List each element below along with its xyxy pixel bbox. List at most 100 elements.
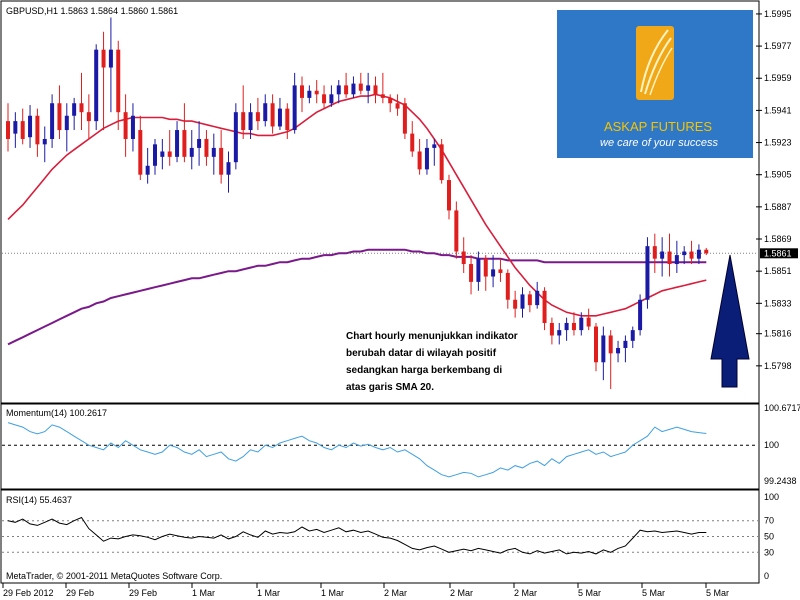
candle-body <box>182 130 187 157</box>
rsi-tick-label: 100 <box>764 492 779 502</box>
candle-body <box>50 103 55 139</box>
candle-body <box>461 251 466 265</box>
candle-body <box>395 103 400 109</box>
candle-body <box>292 85 297 131</box>
x-tick-label: 1 Mar <box>321 588 344 598</box>
momentum-tick-label: 100.6717 <box>764 403 800 413</box>
candle-body <box>380 94 385 98</box>
candle-body <box>696 249 701 259</box>
candle <box>57 85 62 139</box>
price-tick-label: 1.5869 <box>764 234 792 244</box>
candle <box>292 72 297 134</box>
candle <box>94 44 99 131</box>
candle <box>108 17 113 113</box>
sma200-line <box>7 248 707 346</box>
rsi-tick-label: 70 <box>764 516 774 526</box>
candle-body <box>175 130 180 157</box>
candle <box>42 126 47 163</box>
candle <box>564 317 569 341</box>
candle-body <box>689 251 694 259</box>
candle-body <box>160 151 165 157</box>
candle-body <box>520 294 525 309</box>
candle-body <box>557 330 562 336</box>
candle <box>520 287 525 318</box>
candle <box>505 269 510 309</box>
x-axis: 29 Feb 2012 29 Feb 29 Feb 1 Mar 1 Mar 1 Mar 2 … <box>2 583 729 598</box>
candle-body <box>513 299 518 309</box>
x-tick-label: 5 Mar <box>706 588 729 598</box>
candle <box>277 97 282 131</box>
candle <box>351 76 356 98</box>
candle <box>138 115 143 181</box>
candle-body <box>447 180 451 211</box>
candle-body <box>483 258 488 277</box>
candle-body <box>549 322 554 336</box>
candle <box>20 108 25 145</box>
candle <box>594 322 598 372</box>
candle-body <box>601 335 606 363</box>
candle-body <box>505 272 510 300</box>
candle <box>329 85 334 107</box>
candle-body <box>571 322 576 331</box>
candle <box>285 103 290 139</box>
candle-body <box>130 115 135 139</box>
up-arrow-icon <box>710 254 750 388</box>
candle-body <box>586 317 591 327</box>
candle <box>182 103 187 163</box>
candle <box>616 340 621 363</box>
candle <box>461 237 466 273</box>
candle-body <box>64 115 69 131</box>
candle <box>535 281 540 309</box>
candle <box>101 31 106 131</box>
candle <box>204 130 209 166</box>
annotation-line-2: berubah datar di wilayah positif <box>346 348 497 359</box>
candle <box>130 103 135 152</box>
annotation-line-4: atas garis SMA 20. <box>346 382 434 393</box>
candle <box>388 94 393 113</box>
candle-body <box>219 147 224 175</box>
candle-body <box>72 103 77 116</box>
candle-body <box>211 147 216 157</box>
candle-body <box>564 322 569 331</box>
candle <box>424 138 429 175</box>
candle-body <box>608 335 613 354</box>
candle <box>211 133 216 175</box>
candle <box>160 138 165 170</box>
candle-body <box>344 85 349 95</box>
momentum-title: Momentum(14) 100.2617 <box>6 408 107 418</box>
candle <box>630 326 635 348</box>
candle-body <box>197 138 202 148</box>
candle-body <box>314 90 319 95</box>
candle <box>79 72 84 131</box>
candle <box>660 237 665 277</box>
candle-body <box>638 299 643 331</box>
price-tick-label: 1.5977 <box>764 41 792 51</box>
candle <box>645 237 650 309</box>
momentum-chart: 100.6717 100 99.2438 <box>2 403 800 486</box>
candle <box>167 130 172 166</box>
candle-body <box>307 90 312 98</box>
candle <box>579 312 584 336</box>
x-tick-label: 29 Feb <box>129 588 157 598</box>
candle-body <box>417 151 422 170</box>
price-tick-label: 1.5816 <box>764 329 792 339</box>
candle-body <box>616 347 621 354</box>
candle <box>366 72 371 104</box>
candle-body <box>42 138 47 145</box>
candle-body <box>491 269 496 277</box>
candle-body <box>285 108 290 131</box>
candle-body <box>94 49 99 122</box>
price-tick-label: 1.5995 <box>764 9 792 19</box>
candle <box>513 290 518 318</box>
x-tick-label: 5 Mar <box>642 588 665 598</box>
candle <box>623 335 628 363</box>
rsi-line <box>7 516 707 555</box>
price-tick-label: 1.5798 <box>764 361 792 371</box>
candle <box>336 80 341 104</box>
candle <box>483 255 488 291</box>
candle-body <box>86 112 91 122</box>
copyright-text: MetaTrader, © 2001-2011 MetaQuotes Softw… <box>6 571 222 581</box>
candle-body <box>432 144 437 148</box>
candle <box>380 72 385 104</box>
